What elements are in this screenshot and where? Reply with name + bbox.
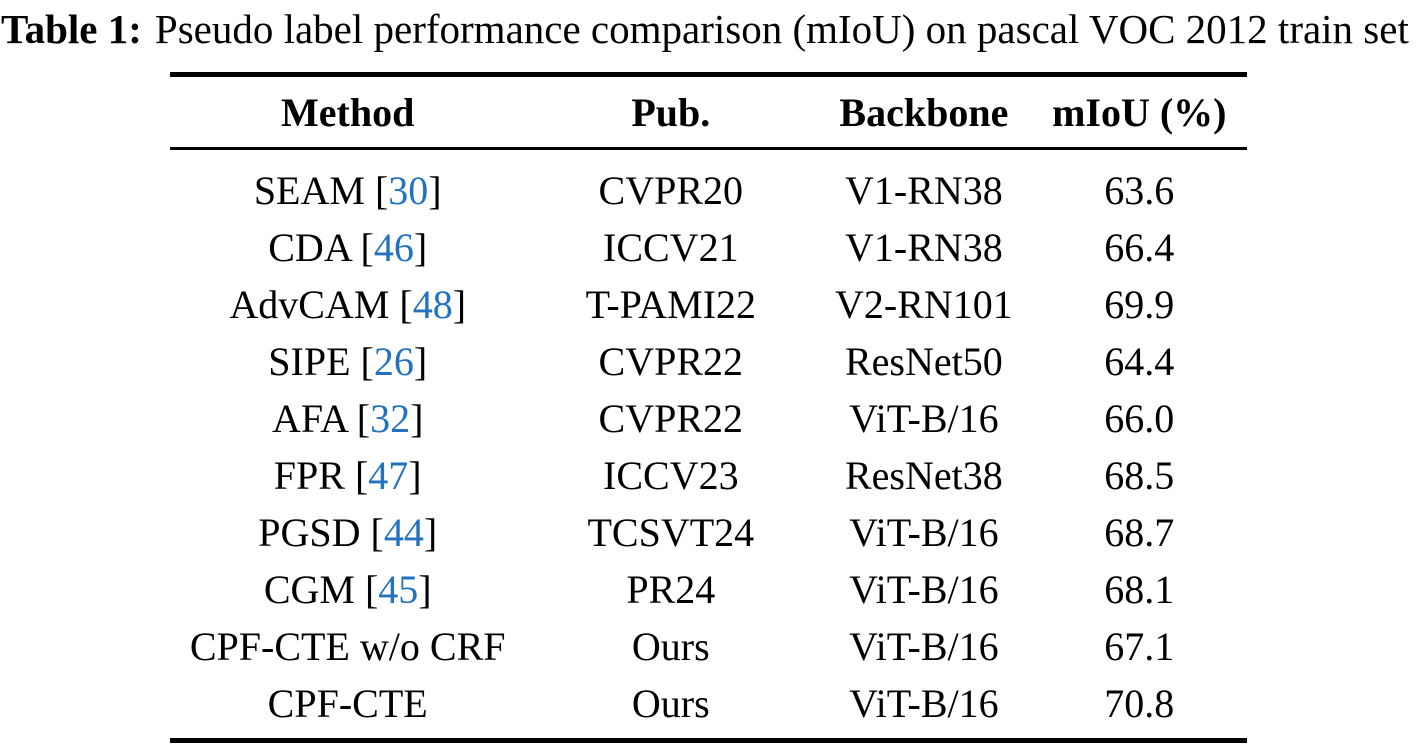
backbone-cell: ResNet50: [845, 339, 1003, 384]
method-cell: AdvCAM [48]: [170, 281, 525, 328]
table-caption-label: Table 1:: [1, 6, 142, 52]
miou-cell: 69.9: [1104, 282, 1175, 327]
pub-cell: ICCV21: [603, 225, 739, 270]
bracket-close: ]: [408, 453, 422, 498]
method-name: AdvCAM [: [229, 282, 413, 327]
bracket-close: ]: [423, 510, 438, 555]
miou-cell: 68.1: [1104, 567, 1175, 612]
method-name: CPF-CTE: [267, 681, 428, 726]
citation-link[interactable]: 46: [373, 225, 414, 270]
pub-cell: Ours: [631, 624, 710, 669]
bracket-close: ]: [410, 396, 424, 441]
method-cell: AFA [32]: [170, 395, 525, 442]
column-header-method: Method: [281, 89, 415, 135]
method-cell: CGM [45]: [170, 566, 525, 613]
miou-cell: 68.5: [1104, 453, 1175, 498]
bracket-close: ]: [452, 282, 467, 327]
backbone-cell: ViT-B/16: [849, 624, 999, 669]
method-name: CDA [: [268, 225, 374, 270]
backbone-cell: ViT-B/16: [849, 396, 999, 441]
method-cell: PGSD [44]: [170, 509, 525, 556]
bracket-close: ]: [418, 567, 432, 612]
table-row: CDA [46] ICCV21 V1-RN38 66.4: [170, 219, 1247, 276]
pub-cell: CVPR22: [598, 396, 744, 441]
pub-cell: PR24: [626, 567, 716, 612]
citation-link[interactable]: 26: [373, 339, 414, 384]
pub-cell: ICCV23: [603, 453, 739, 498]
method-cell: FPR [47]: [170, 452, 525, 499]
table-row: SIPE [26] CVPR22 ResNet50 64.4: [170, 333, 1247, 390]
method-name: CGM [: [263, 567, 379, 612]
method-cell: SEAM [30]: [170, 167, 525, 214]
method-cell: CDA [46]: [170, 224, 525, 271]
method-name: SEAM [: [253, 168, 389, 213]
table-body: SEAM [30] CVPR20 V1-RN38 63.6 CDA [46] I…: [170, 150, 1247, 738]
column-header-miou: mIoU (%): [1052, 89, 1227, 135]
table-row: AFA [32] CVPR22 ViT-B/16 66.0: [170, 390, 1247, 447]
citation-link[interactable]: 44: [383, 510, 424, 555]
citation-link[interactable]: 48: [412, 282, 453, 327]
miou-cell: 66.4: [1104, 225, 1175, 270]
table-row: CPF-CTE w/o CRF Ours ViT-B/16 67.1: [170, 618, 1247, 675]
method-cell: SIPE [26]: [170, 338, 525, 385]
miou-cell: 64.4: [1104, 339, 1175, 384]
method-cell: CPF-CTE: [170, 680, 525, 727]
pub-cell: T-PAMI22: [585, 282, 757, 327]
citation-link[interactable]: 45: [378, 567, 419, 612]
pub-cell: CVPR20: [598, 168, 744, 213]
backbone-cell: ViT-B/16: [849, 567, 999, 612]
method-cell: CPF-CTE w/o CRF: [170, 623, 525, 670]
citation-link[interactable]: 47: [368, 453, 409, 498]
backbone-cell: V1-RN38: [844, 168, 1003, 213]
miou-cell: 68.7: [1104, 510, 1175, 555]
table-row: AdvCAM [48] T-PAMI22 V2-RN101 69.9: [170, 276, 1247, 333]
backbone-cell: V2-RN101: [834, 282, 1013, 327]
table-header-row: Method Pub. Backbone mIoU (%): [170, 77, 1247, 150]
miou-cell: 67.1: [1104, 624, 1175, 669]
table-row: CPF-CTE Ours ViT-B/16 70.8: [170, 675, 1247, 732]
backbone-cell: ViT-B/16: [849, 681, 999, 726]
bracket-close: ]: [413, 225, 428, 270]
method-name: FPR [: [273, 453, 369, 498]
pub-cell: TCSVT24: [587, 510, 755, 555]
bracket-close: ]: [428, 168, 442, 213]
backbone-cell: V1-RN38: [844, 225, 1003, 270]
column-header-pub: Pub.: [631, 89, 711, 135]
table-row: SEAM [30] CVPR20 V1-RN38 63.6: [170, 162, 1247, 219]
citation-link[interactable]: 30: [388, 168, 429, 213]
backbone-cell: ViT-B/16: [849, 510, 999, 555]
backbone-cell: ResNet38: [845, 453, 1003, 498]
method-name: CPF-CTE w/o CRF: [189, 624, 506, 669]
table-row: CGM [45] PR24 ViT-B/16 68.1: [170, 561, 1247, 618]
table-caption: Table 1: Pseudo label performance compari…: [0, 0, 1417, 54]
pub-cell: Ours: [631, 681, 710, 726]
column-header-backbone: Backbone: [839, 89, 1009, 135]
table-caption-text: Pseudo label performance comparison (mIo…: [154, 6, 1409, 52]
method-name: SIPE [: [268, 339, 374, 384]
miou-cell: 66.0: [1104, 396, 1175, 441]
results-table: Method Pub. Backbone mIoU (%) SEAM [30] …: [170, 72, 1247, 743]
method-name: AFA [: [271, 396, 371, 441]
citation-link[interactable]: 32: [370, 396, 411, 441]
method-name: PGSD [: [258, 510, 384, 555]
miou-cell: 63.6: [1104, 168, 1175, 213]
table-row: FPR [47] ICCV23 ResNet38 68.5: [170, 447, 1247, 504]
table-row: PGSD [44] TCSVT24 ViT-B/16 68.7: [170, 504, 1247, 561]
miou-cell: 70.8: [1104, 681, 1175, 726]
pub-cell: CVPR22: [598, 339, 744, 384]
bracket-close: ]: [413, 339, 428, 384]
